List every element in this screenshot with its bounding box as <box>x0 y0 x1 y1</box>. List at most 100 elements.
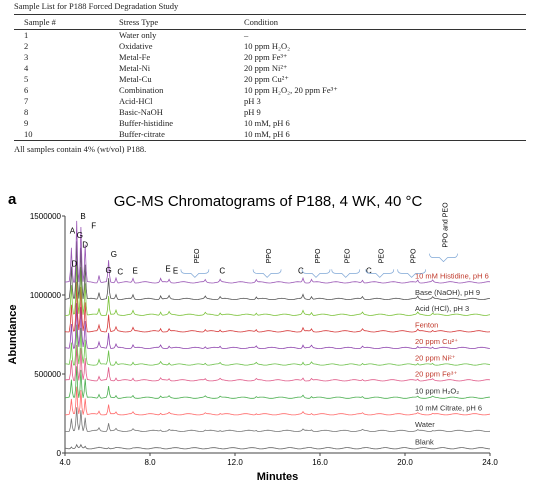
series-label: 20 ppm Fe³⁺ <box>415 369 457 378</box>
stress-type-cell: Buffer-citrate <box>119 129 244 141</box>
sample-table: Sample # Stress Type Condition 1 Water on… <box>14 14 526 141</box>
table-row: 6 Combination 10 ppm H₂O₂, 20 ppm Fe³⁺ <box>14 85 526 96</box>
chromatogram-chart: a GC-MS Chromatograms of P188, 4 WK, 40 °… <box>7 191 498 483</box>
series-label: Acid (HCl), pH 3 <box>415 304 469 313</box>
trace-line <box>64 303 491 350</box>
condition-cell: 10 mM, pH 6 <box>244 118 290 128</box>
condition-cell: 20 ppm Ni²⁺ <box>244 63 288 73</box>
series-label: 10 mM Citrate, pH 6 <box>415 403 482 412</box>
x-tick-label: 24.0 <box>482 458 498 467</box>
x-axis-label: Minutes <box>257 471 299 483</box>
chart-title: GC-MS Chromatograms of P188, 4 WK, 40 °C <box>114 193 423 210</box>
table-row: 5 Metal-Cu 20 ppm Cu²⁺ <box>14 74 526 85</box>
stress-type-cell: Combination <box>119 85 164 95</box>
stress-type-cell: Oxidative <box>119 41 153 51</box>
table-row: 9 Buffer-histidine 10 mM, pH 6 <box>14 118 526 129</box>
trace-line <box>64 366 491 399</box>
y-tick-label: 1500000 <box>30 212 62 221</box>
peak-annotation: C <box>117 267 123 276</box>
stress-type-cell: Metal-Ni <box>119 63 151 73</box>
group-brace <box>429 253 458 263</box>
series-label: Water <box>415 420 435 429</box>
series-label: 10 mM Histidine, pH 6 <box>415 271 489 280</box>
sample-number-cell: 2 <box>24 41 29 51</box>
peak-annotation: C <box>298 267 304 276</box>
peak-annotation: E <box>132 267 137 276</box>
table-footnote: All samples contain 4% (wt/vol) P188. <box>14 144 147 154</box>
sample-number-cell: 5 <box>24 74 29 84</box>
condition-cell: – <box>244 30 249 40</box>
peak-annotation: D <box>72 260 78 269</box>
sample-number-cell: 4 <box>24 63 29 73</box>
table-row: 8 Basic-NaOH pH 9 <box>14 107 526 118</box>
sample-number-cell: 1 <box>24 30 29 40</box>
sample-number-cell: 3 <box>24 52 29 62</box>
condition-cell: 10 mM, pH 6 <box>244 129 526 141</box>
x-tick-label: 8.0 <box>144 458 156 467</box>
peak-annotation: G <box>105 266 111 275</box>
series-label: 20 ppm Ni²⁺ <box>415 354 456 363</box>
trace-line <box>64 241 491 301</box>
table-header-stress: Stress Type <box>119 14 244 30</box>
group-label: PPO and PEO <box>443 202 450 248</box>
table-header-sample: Sample # <box>14 14 119 30</box>
stress-type-cell: Water only <box>119 30 157 40</box>
group-brace <box>365 269 395 278</box>
series-label: Base (NaOH), pH 9 <box>415 288 480 297</box>
stress-type-cell: Basic-NaOH <box>119 107 163 117</box>
trace-line <box>65 260 491 316</box>
series-label: 10 ppm H₂O₂ <box>415 387 459 396</box>
table-caption: Sample List for P188 Forced Degradation … <box>14 1 179 11</box>
peak-annotation: C <box>366 267 372 276</box>
table-row: 2 Oxidative 10 ppm H₂O₂ <box>14 41 526 52</box>
y-tick-label: 500000 <box>34 370 61 379</box>
peak-annotation: D <box>82 241 88 250</box>
table-row: 4 Metal-Ni 20 ppm Ni²⁺ <box>14 63 526 74</box>
sample-number-cell: 7 <box>24 96 29 106</box>
peak-annotation: F <box>91 222 96 231</box>
panel-label: a <box>8 191 17 208</box>
series-label: 20 ppm Cu²⁺ <box>415 337 458 346</box>
trace-line <box>64 386 491 416</box>
group-brace <box>397 269 426 278</box>
stress-type-cell: Buffer-histidine <box>119 118 173 128</box>
peak-annotation: E <box>165 264 170 273</box>
condition-cell: 10 ppm H₂O₂, 20 ppm Fe³⁺ <box>244 85 338 95</box>
trace-line <box>64 281 491 333</box>
x-tick-label: 16.0 <box>312 458 328 467</box>
series-label: Fenton <box>415 320 438 329</box>
peak-annotation: A <box>70 226 76 235</box>
condition-cell: 20 ppm Fe³⁺ <box>244 52 288 62</box>
peak-annotation: B <box>80 212 85 221</box>
group-brace <box>301 269 331 278</box>
y-axis-label: Abundance <box>7 305 19 365</box>
peak-annotation: C <box>219 267 225 276</box>
x-tick-label: 20.0 <box>397 458 413 467</box>
peak-annotation: G <box>111 250 117 259</box>
y-tick-label: 0 <box>57 449 62 458</box>
group-brace <box>252 269 282 278</box>
trace-line <box>64 407 491 432</box>
sample-number-cell: 6 <box>24 85 29 95</box>
peak-annotation: E <box>173 267 178 276</box>
condition-cell: pH 3 <box>244 96 261 106</box>
group-label: PPO <box>315 248 322 263</box>
trace-line <box>64 443 491 450</box>
trace-line <box>65 324 491 366</box>
stress-type-cell: Acid-HCl <box>119 96 153 106</box>
group-label: PEO <box>379 248 386 263</box>
sample-table-section: Sample List for P188 Forced Degradation … <box>14 0 526 154</box>
group-label: PEO <box>345 248 352 263</box>
table-row: 10 Buffer-citrate 10 mM, pH 6 <box>14 129 526 141</box>
sample-number-cell: 10 <box>14 129 119 141</box>
trace-line <box>64 344 491 382</box>
group-brace <box>331 269 361 278</box>
series-label: Blank <box>415 437 434 446</box>
x-tick-label: 4.0 <box>59 458 71 467</box>
group-brace <box>180 269 210 278</box>
condition-cell: 20 ppm Cu²⁺ <box>244 74 289 84</box>
x-tick-label: 12.0 <box>227 458 243 467</box>
stress-type-cell: Metal-Fe <box>119 52 151 62</box>
condition-cell: 10 ppm H₂O₂ <box>244 41 291 51</box>
group-label: PPO <box>266 248 273 263</box>
